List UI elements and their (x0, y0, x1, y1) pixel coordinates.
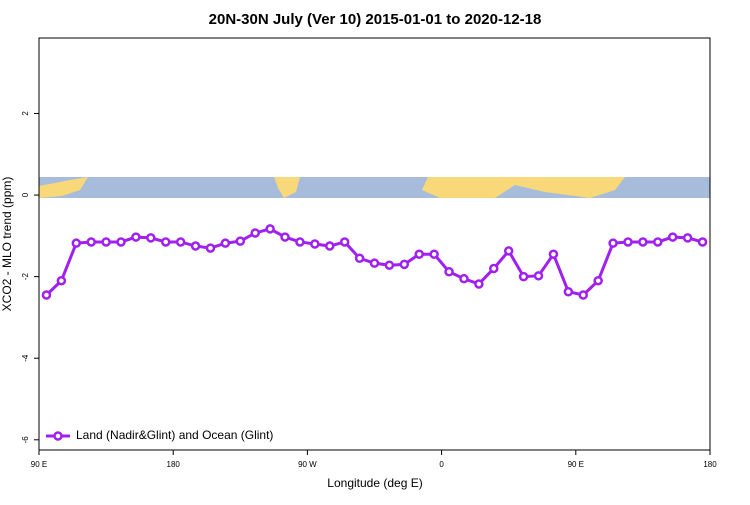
data-point (71, 238, 82, 248)
data-point (444, 266, 454, 277)
data-point (369, 258, 380, 268)
x-axis-label: Longitude (deg E) (327, 476, 422, 490)
y-tick-label: -2 (21, 273, 30, 281)
data-point (41, 290, 52, 300)
data-point (56, 275, 67, 286)
y-axis-label: XCO2 - MLO trend (ppm) (0, 177, 14, 312)
data-point (429, 249, 439, 259)
x-tick-label: 180 (167, 460, 181, 469)
data-point (339, 237, 350, 247)
legend-marker (53, 431, 63, 441)
x-tick-label: 0 (439, 460, 444, 469)
data-point (399, 259, 410, 270)
data-point (682, 233, 693, 243)
data-point (160, 237, 171, 247)
data-point (489, 263, 499, 274)
data-point (220, 238, 231, 248)
data-point (354, 253, 365, 264)
data-point (623, 237, 633, 247)
data-point (205, 243, 216, 253)
data-point (280, 232, 290, 242)
y-tick-label: 2 (21, 111, 30, 116)
data-point (593, 275, 603, 286)
data-point (638, 237, 648, 247)
data-point (384, 260, 395, 270)
data-point (190, 241, 201, 251)
data-point (578, 290, 589, 300)
data-point (175, 237, 186, 247)
data-point (86, 237, 96, 247)
data-point (310, 239, 320, 249)
data-point (325, 241, 335, 251)
data-point (503, 246, 514, 256)
chart-title: 20N-30N July (Ver 10) 2015-01-01 to 2020… (209, 11, 542, 28)
data-point (548, 249, 559, 259)
data-point (667, 232, 678, 242)
data-point (295, 237, 305, 247)
data-point (414, 249, 424, 259)
x-tick-label: 90 E (31, 460, 47, 469)
plot-frame (38, 37, 711, 451)
y-tick-label: -6 (21, 436, 30, 444)
data-point (533, 271, 544, 281)
data-point (101, 237, 111, 247)
data-point (265, 224, 275, 234)
data-point (608, 238, 618, 248)
data-point (146, 233, 156, 243)
x-tick-label: 180 (703, 460, 717, 469)
data-point (116, 237, 126, 247)
data-point (250, 228, 260, 238)
data-point (474, 279, 484, 289)
data-point (563, 286, 574, 297)
data-point (131, 232, 141, 242)
map-strip (39, 177, 710, 198)
y-tick-label: 0 (21, 192, 30, 197)
data-point (697, 237, 708, 247)
data-point (653, 237, 663, 247)
y-tick-label: -4 (21, 354, 30, 362)
x-tick-label: 90 W (298, 460, 317, 469)
x-tick-label: 90 E (568, 460, 584, 469)
data-point (518, 271, 529, 282)
data-point (459, 273, 469, 284)
legend-label: Land (Nadir&Glint) and Ocean (Glint) (76, 428, 273, 442)
data-point (235, 236, 246, 246)
